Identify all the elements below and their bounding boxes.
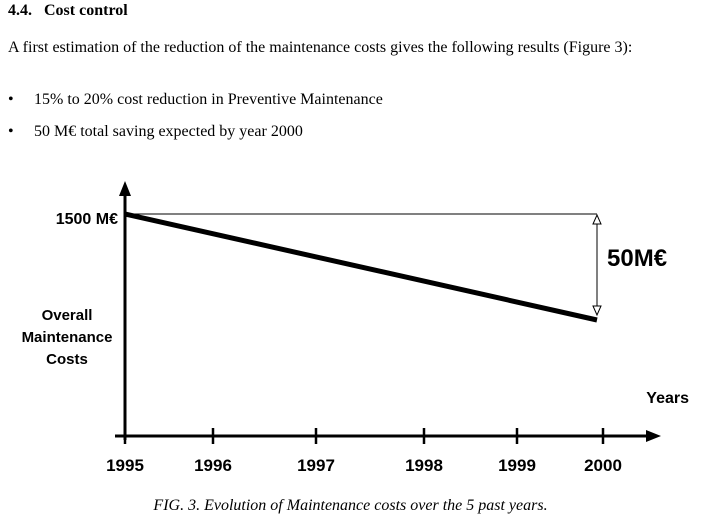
y-value-label: 1500 M€ [56,211,118,228]
x-tick-label: 1995 [106,456,144,475]
x-tick-label: 1998 [405,456,443,475]
x-tick-label: 1997 [297,456,335,475]
figure-caption: FIG. 3. Evolution of Maintenance costs o… [153,497,548,514]
cost-series-line [124,211,598,323]
x-axis-label: Years [646,390,689,407]
arrowhead-down [592,305,602,317]
saving-annotation: 50M€ [607,245,667,272]
x-tick-label: 1996 [194,456,232,475]
x-axis-arrow [646,430,661,442]
x-tick-label: 1999 [498,456,536,475]
paragraph: A first estimation of the reduction of t… [8,39,633,56]
bullet-item: • 50 M€ total saving expected by year 200… [8,123,303,140]
x-tick-label: 2000 [584,456,622,475]
y-label-line: Maintenance [22,329,113,346]
y-axis-arrow [119,181,131,196]
bullet-item: • 15% to 20% cost reduction in Preventive… [8,91,383,108]
y-label-line: Overall [42,307,93,324]
section-heading: 4.4. Cost control [8,2,128,19]
arrowhead-up [592,213,602,225]
y-label-line: Costs [46,351,88,368]
